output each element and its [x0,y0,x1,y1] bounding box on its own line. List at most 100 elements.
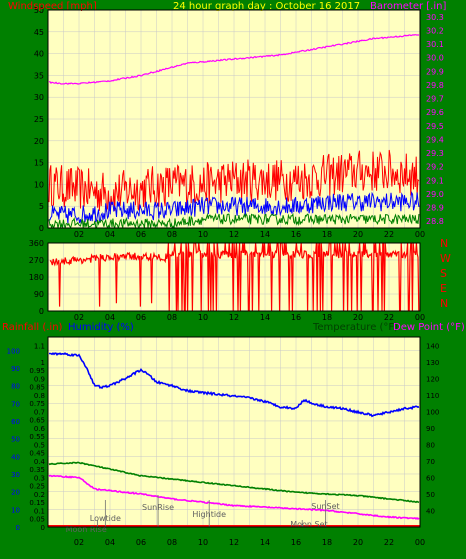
temperature-tick-label: 110 [426,392,439,400]
temperature-tick-label: 70 [426,458,435,466]
rainfall-tick-label: 0.45 [29,450,45,458]
direction-x-tick-label: 22 [384,313,394,322]
barometer-tick-label: 29.8 [426,81,444,90]
bottom-x-tick-label: 02 [74,538,84,547]
temperature-tick-label: 140 [426,342,439,350]
lowtide-marker-label: Lowtide [90,514,121,523]
compass-label-s: S [440,267,447,280]
direction-tick-label: 90 [34,290,44,299]
bottom-x-tick-label: 18 [322,538,332,547]
windspeed-tick-label: 30 [34,93,44,102]
hightide-marker-label: Hightide [192,510,226,519]
rainfall-tick-label: 0.75 [29,400,45,408]
direction-x-tick-label: 08 [167,313,177,322]
direction-tick-label: 180 [29,273,44,282]
humidity-series [49,352,420,418]
barometer-tick-label: 29.7 [426,95,444,104]
top-x-tick-label: 12 [229,230,239,239]
barometer-axis-label: Barometer [.in] [370,1,446,12]
top-x-tick-label: 06 [136,230,146,239]
top-series [48,33,420,230]
humidity-tick-label: 10 [11,506,20,514]
direction-x-tick-label: 14 [260,313,270,322]
dewpoint-series [48,474,420,520]
rainfall-tick-label: 0.8 [34,392,45,400]
windspeed-axis-label: Windspeed [mph] [8,1,97,12]
direction-x-tick-label: 02 [74,313,84,322]
rainfall-tick-label: 0.4 [34,458,46,466]
direction-x-tick-label: 20 [353,313,363,322]
windspeed-tick-label: 15 [34,159,44,168]
compass-label-n: N [440,297,448,310]
rainfall-tick-label: 0.1 [34,507,45,515]
top-x-tick-label: 18 [322,230,332,239]
bottom-x-tick-label: 14 [260,538,270,547]
moonrise-marker-label: Moon Rise [66,525,107,534]
rainfall-tick-label: 0.85 [29,384,45,392]
barometer-tick-label: 29.2 [426,163,444,172]
rainfall-tick-label: 1.1 [34,342,45,350]
rainfall-tick-label: 0.6 [34,425,46,433]
barometer-tick-label: 30.3 [426,13,444,22]
wind-average-series [48,191,420,224]
barometer-series [48,33,419,85]
direction-x-tick-label: 00 [415,313,425,322]
barometer-tick-label: 30.0 [426,54,444,63]
rainfall-tick-label: 0.2 [34,491,45,499]
rainfall-axis-label: Rainfall (.in) [2,322,63,333]
bottom-x-tick-label: 20 [353,538,363,547]
barometer-tick-label: 28.8 [426,217,444,226]
bottom-x-tick-label: 12 [229,538,239,547]
bottom-x-tick-label: 16 [291,538,301,547]
direction-x-tick-label: 12 [229,313,239,322]
windspeed-tick-label: 0 [39,224,44,233]
rainfall-tick-label: 0.25 [29,483,45,491]
rainfall-tick-label: 0.55 [29,433,45,441]
humidity-tick-label: 90 [11,365,20,373]
direction-plot-border [47,242,421,312]
windspeed-tick-label: 45 [34,28,44,37]
bottom-x-tick-label: 04 [105,538,115,547]
rainfall-tick-label: 0.65 [29,417,45,425]
temperature-tick-label: 120 [426,375,439,383]
rainfall-tick-label: 0.7 [34,408,45,416]
dewpoint-axis-label: Dew Point (°F) [393,322,465,333]
direction-tick-label: 270 [29,256,44,265]
temperature-tick-label: 50 [426,491,435,499]
rainfall-tick-label: 0 [41,524,45,532]
sunrise-marker-label: SunRise [142,503,174,512]
humidity-tick-label: 20 [11,489,20,497]
bottom-series [48,352,420,527]
bottom-x-tick-label: 22 [384,538,394,547]
humidity-tick-label: 60 [11,418,20,426]
windspeed-tick-label: 35 [34,71,44,80]
top-x-tick-label: 22 [384,230,394,239]
direction-tick-label: 0 [39,307,44,316]
top-x-tick-label: 14 [260,230,270,239]
compass-label-e: E [440,282,447,295]
direction-x-tick-label: 10 [198,313,208,322]
humidity-tick-label: 40 [11,453,20,461]
top-x-tick-label: 16 [291,230,301,239]
barometer-tick-label: 30.1 [426,40,444,49]
bottom-x-tick-label: 08 [167,538,177,547]
barometer-tick-label: 29.3 [426,149,444,158]
top-x-tick-label: 04 [105,230,115,239]
barometer-tick-label: 30.2 [426,26,444,35]
windspeed-tick-label: 40 [34,50,44,59]
sunset-marker-label: SunSet [311,502,339,511]
barometer-tick-label: 29.6 [426,108,444,117]
direction-x-tick-label: 04 [105,313,115,322]
windspeed-tick-label: 25 [34,115,44,124]
barometer-tick-label: 28.9 [426,204,444,213]
temperature-series [48,461,420,504]
bottom-x-tick-label: 10 [198,538,208,547]
tick-labels: 0510152025303540455028.828.929.029.129.2… [7,6,444,547]
rainfall-tick-label: 0.3 [34,474,45,482]
temperature-tick-label: 90 [426,425,435,433]
rainfall-tick-label: 0.95 [29,367,45,375]
humidity-tick-label: 80 [11,383,20,391]
humidity-tick-label: 100 [7,347,20,355]
